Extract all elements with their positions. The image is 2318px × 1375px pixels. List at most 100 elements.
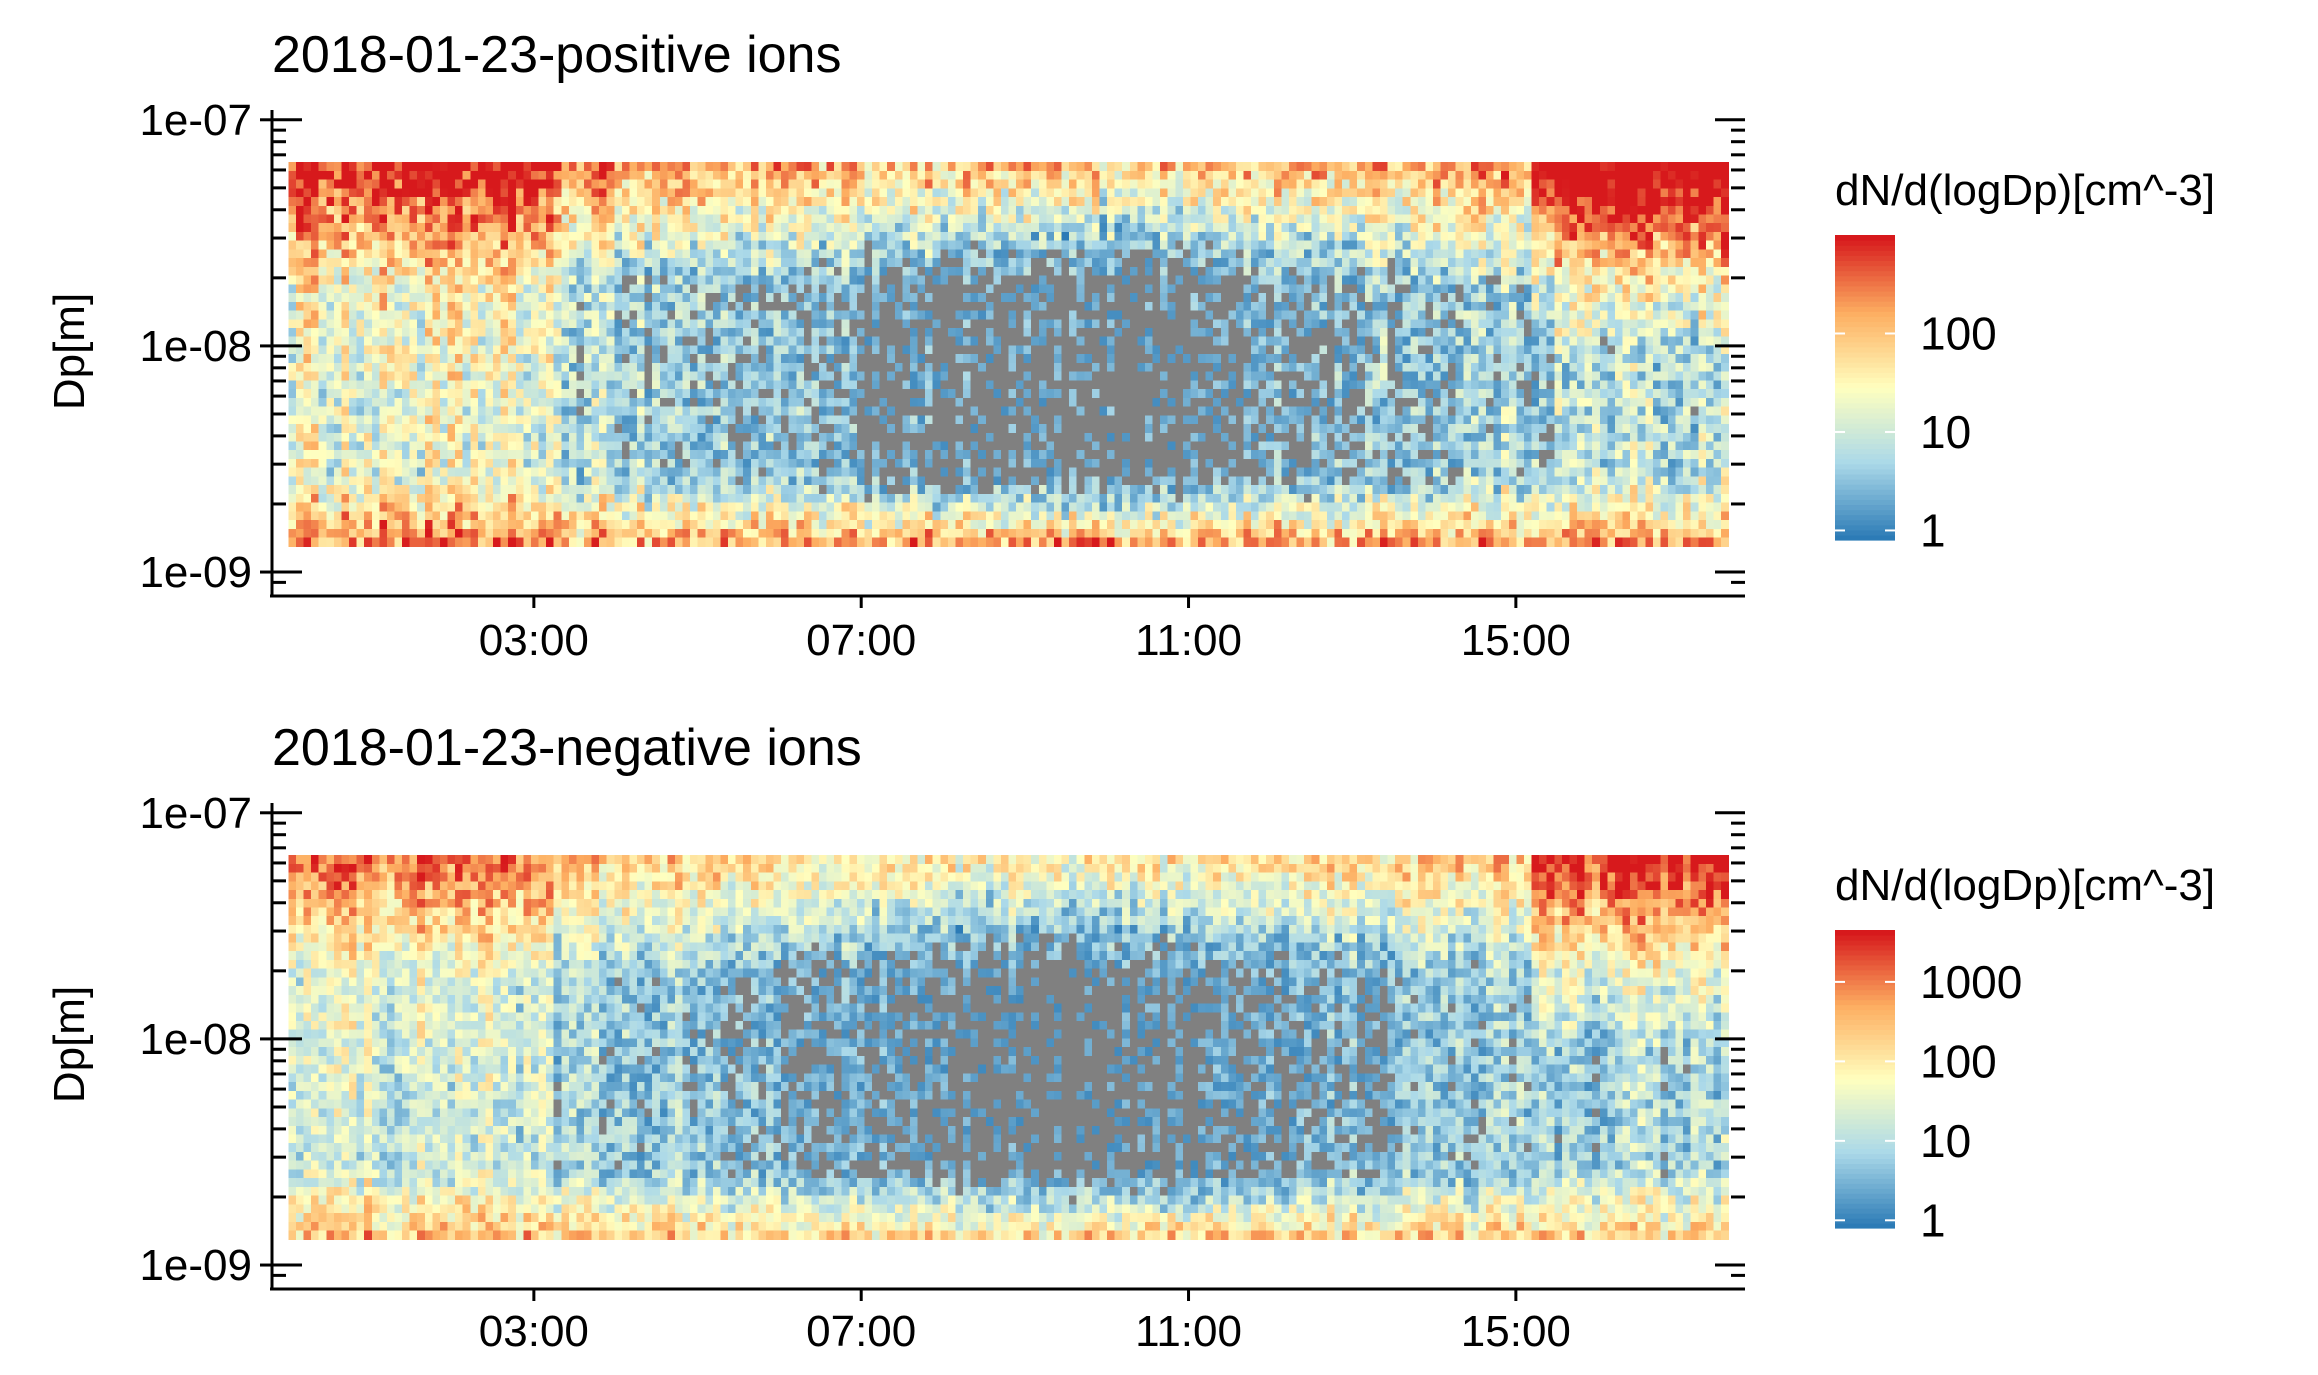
heatmap-cell <box>448 476 456 485</box>
heatmap-cell <box>440 319 448 328</box>
heatmap-cell <box>622 529 630 538</box>
heatmap-cell <box>918 319 926 328</box>
heatmap-cell <box>296 293 304 302</box>
heatmap-cell <box>1115 407 1123 416</box>
heatmap-cell <box>569 520 577 529</box>
heatmap-cell <box>1031 171 1039 180</box>
heatmap-cell <box>394 476 402 485</box>
heatmap-cell <box>1031 459 1039 468</box>
heatmap-cell <box>531 476 539 485</box>
heatmap-cell <box>728 180 736 189</box>
heatmap-cell <box>675 206 683 215</box>
heatmap-cell <box>493 258 501 267</box>
heatmap-cell <box>857 415 865 424</box>
heatmap-cell <box>576 302 584 311</box>
heatmap-cell <box>455 389 463 398</box>
heatmap-cell <box>736 249 744 258</box>
heatmap-cell <box>1122 337 1130 346</box>
heatmap-cell <box>637 476 645 485</box>
heatmap-cell <box>834 258 842 267</box>
heatmap-cell <box>978 328 986 337</box>
heatmap-cell <box>1084 511 1092 520</box>
heatmap-cell <box>1031 284 1039 293</box>
heatmap-cell <box>501 380 509 389</box>
heatmap-cell <box>1115 223 1123 232</box>
heatmap-cell <box>629 319 637 328</box>
heatmap-cell <box>758 380 766 389</box>
heatmap-cell <box>470 267 478 276</box>
heatmap-cell <box>918 476 926 485</box>
heatmap-cell <box>523 433 531 442</box>
heatmap-cell <box>948 206 956 215</box>
heatmap-cell <box>637 311 645 320</box>
heatmap-cell <box>1115 503 1123 512</box>
heatmap-cell <box>743 529 751 538</box>
heatmap-cell <box>1009 241 1017 250</box>
heatmap-cell <box>432 389 440 398</box>
heatmap-cell <box>569 511 577 520</box>
heatmap-cell <box>493 415 501 424</box>
heatmap-cell <box>713 389 721 398</box>
heatmap-cell <box>774 223 782 232</box>
heatmap-cell <box>1130 529 1138 538</box>
heatmap-cell <box>720 520 728 529</box>
heatmap-cell <box>1001 258 1009 267</box>
heatmap-cell <box>1137 276 1145 285</box>
heatmap-cell <box>425 214 433 223</box>
heatmap-cell <box>796 538 804 547</box>
heatmap-cell <box>645 197 653 206</box>
heatmap-cell <box>758 223 766 232</box>
heatmap-cell <box>637 520 645 529</box>
heatmap-cell <box>554 258 562 267</box>
heatmap-cell <box>645 442 653 451</box>
heatmap-cell <box>569 293 577 302</box>
heatmap-cell <box>902 197 910 206</box>
heatmap-cell <box>849 337 857 346</box>
heatmap-cell <box>660 363 668 372</box>
heatmap-cell <box>1016 197 1024 206</box>
heatmap-cell <box>539 337 547 346</box>
heatmap-cell <box>561 494 569 503</box>
heatmap-cell <box>857 223 865 232</box>
heatmap-cell <box>713 380 721 389</box>
heatmap-cell <box>1046 363 1054 372</box>
heatmap-cell <box>933 520 941 529</box>
heatmap-cell <box>705 407 713 416</box>
heatmap-cell <box>766 232 774 241</box>
heatmap-cell <box>842 503 850 512</box>
heatmap-cell <box>417 476 425 485</box>
heatmap-cell <box>1031 328 1039 337</box>
heatmap-cell <box>683 319 691 328</box>
heatmap-cell <box>561 328 569 337</box>
heatmap-cell <box>622 241 630 250</box>
heatmap-cell <box>455 468 463 477</box>
heatmap-cell <box>864 276 872 285</box>
heatmap-cell <box>1024 337 1032 346</box>
heatmap-cell <box>372 328 380 337</box>
heatmap-cell <box>394 538 402 547</box>
heatmap-cell <box>713 258 721 267</box>
heatmap-cell <box>599 162 607 171</box>
heatmap-cell <box>963 171 971 180</box>
heatmap-cell <box>425 398 433 407</box>
heatmap-cell <box>1001 328 1009 337</box>
heatmap-cell <box>766 415 774 424</box>
heatmap-cell <box>311 389 319 398</box>
heatmap-cell <box>1062 311 1070 320</box>
heatmap-cell <box>811 415 819 424</box>
heatmap-cell <box>963 258 971 267</box>
heatmap-cell <box>933 319 941 328</box>
heatmap-cell <box>720 284 728 293</box>
heatmap-cell <box>584 197 592 206</box>
heatmap-cell <box>902 398 910 407</box>
heatmap-cell <box>993 485 1001 494</box>
heatmap-cell <box>455 180 463 189</box>
heatmap-cell <box>796 450 804 459</box>
heatmap-cell <box>584 529 592 538</box>
heatmap-cell <box>728 363 736 372</box>
heatmap-cell <box>531 468 539 477</box>
heatmap-cell <box>319 328 327 337</box>
heatmap-cell <box>918 284 926 293</box>
heatmap-cell <box>713 354 721 363</box>
heatmap-cell <box>910 206 918 215</box>
